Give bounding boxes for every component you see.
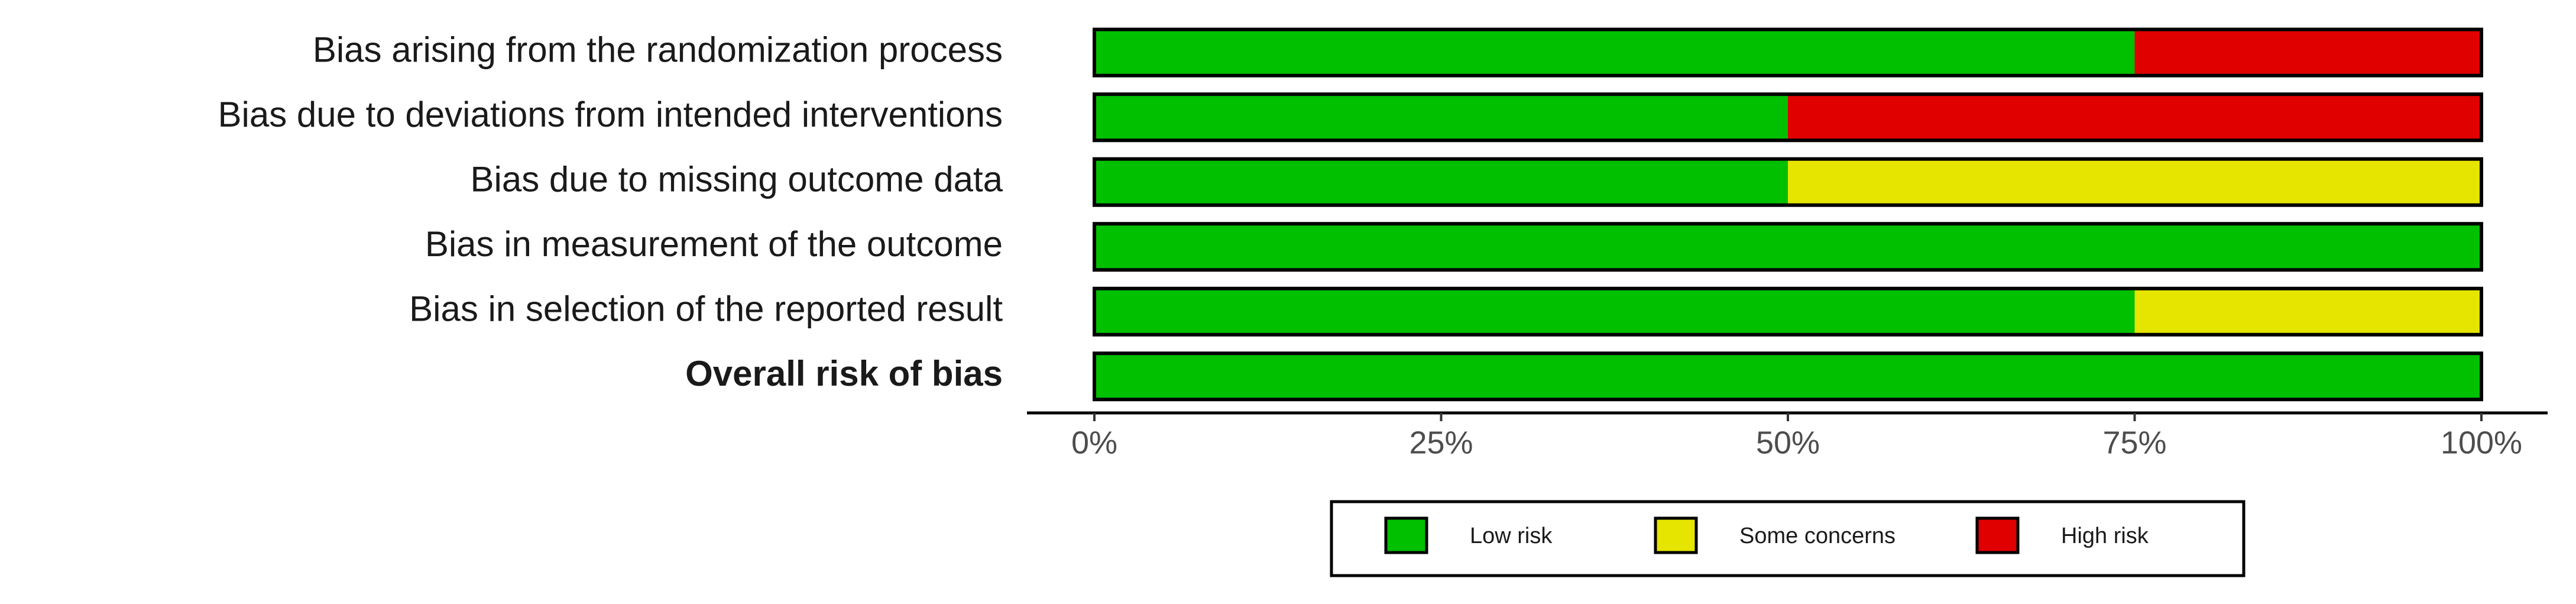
x-tick-label: 75% bbox=[2102, 425, 2166, 460]
bar-segment bbox=[1094, 288, 2135, 335]
x-tick-label: 100% bbox=[2441, 425, 2522, 460]
category-label: Bias due to deviations from intended int… bbox=[218, 95, 1003, 134]
x-tick-label: 50% bbox=[1756, 425, 1820, 460]
legend-swatch bbox=[1384, 516, 1428, 554]
x-tick-label: 25% bbox=[1409, 425, 1473, 460]
bar-outline bbox=[1093, 27, 2483, 77]
legend-swatch bbox=[1654, 516, 1698, 554]
bar-outline bbox=[1093, 222, 2483, 272]
category-label: Bias in measurement of the outcome bbox=[425, 224, 1003, 264]
legend-box bbox=[1330, 500, 2246, 577]
bar-segment bbox=[1788, 159, 2481, 205]
category-label: Overall risk of bias bbox=[685, 354, 1003, 393]
x-tick-label: 0% bbox=[1071, 425, 1117, 460]
bar-outline bbox=[1093, 286, 2483, 337]
bar-segment bbox=[2134, 29, 2481, 76]
legend-label: High risk bbox=[2061, 524, 2149, 548]
bar-outline bbox=[1093, 351, 2483, 402]
bar-segment bbox=[1788, 94, 2481, 141]
category-label: Bias in selection of the reported result bbox=[409, 289, 1003, 329]
bar-segment bbox=[1094, 29, 2135, 76]
bar-outline bbox=[1093, 92, 2483, 143]
category-label: Bias arising from the randomization proc… bbox=[313, 30, 1003, 70]
bar-segment bbox=[2134, 288, 2481, 335]
category-label: Bias due to missing outcome data bbox=[471, 160, 1003, 199]
bar-segment bbox=[1094, 224, 2481, 270]
legend-swatch bbox=[1975, 516, 2020, 554]
bar-segment bbox=[1094, 353, 2481, 400]
bar-segment bbox=[1094, 94, 1788, 141]
bar-outline bbox=[1093, 157, 2483, 207]
bar-segment bbox=[1094, 159, 1788, 205]
legend-label: Some concerns bbox=[1739, 524, 1895, 548]
legend-label: Low risk bbox=[1470, 524, 1553, 548]
